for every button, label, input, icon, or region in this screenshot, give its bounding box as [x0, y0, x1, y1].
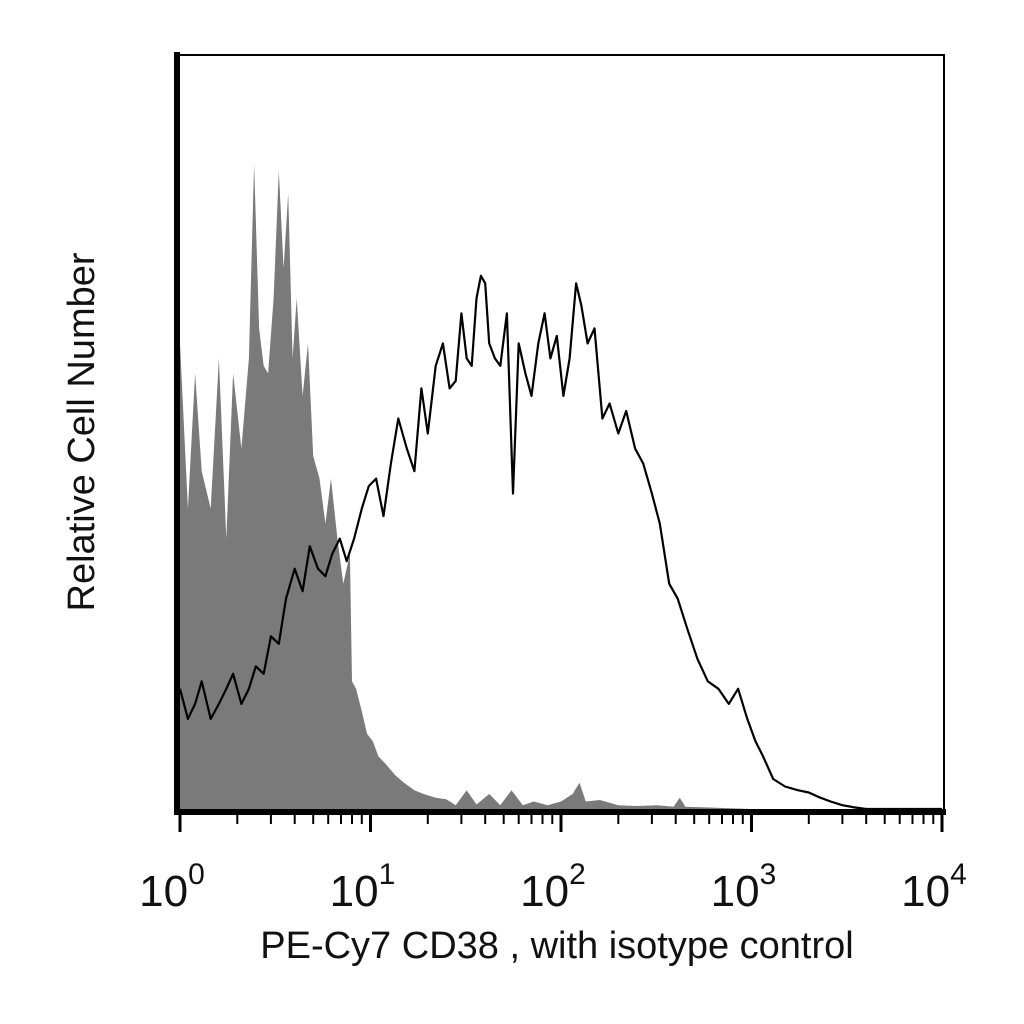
x-tick-label: 104 — [901, 858, 967, 916]
x-tick-label-base: 10 — [330, 867, 379, 916]
x-tick-label-exponent: 2 — [569, 858, 586, 891]
series-layer — [178, 163, 942, 811]
x-tick-label-base: 10 — [139, 867, 188, 916]
x-tick-labels: 100 101 102 103 104 — [139, 858, 967, 916]
x-tick-label: 103 — [711, 858, 777, 916]
x-tick-label: 101 — [330, 858, 396, 916]
x-tick-marks — [178, 812, 944, 832]
x-tick-label-exponent: 4 — [950, 858, 967, 891]
x-axis-label: PE-Cy7 CD38 , with isotype control — [260, 925, 853, 967]
x-tick-label-base: 10 — [711, 867, 760, 916]
x-tick-label: 102 — [520, 858, 586, 916]
isotype-control-histogram — [180, 163, 942, 810]
x-tick-label-exponent: 1 — [379, 858, 396, 891]
cd38-histogram-line — [178, 274, 942, 811]
x-tick-label-exponent: 3 — [760, 858, 777, 891]
y-axis-label: Relative Cell Number — [61, 252, 103, 611]
x-tick-label-exponent: 0 — [188, 858, 205, 891]
x-tick-label: 100 — [139, 858, 205, 916]
x-tick-label-base: 10 — [520, 867, 569, 916]
x-tick-label-base: 10 — [901, 867, 950, 916]
